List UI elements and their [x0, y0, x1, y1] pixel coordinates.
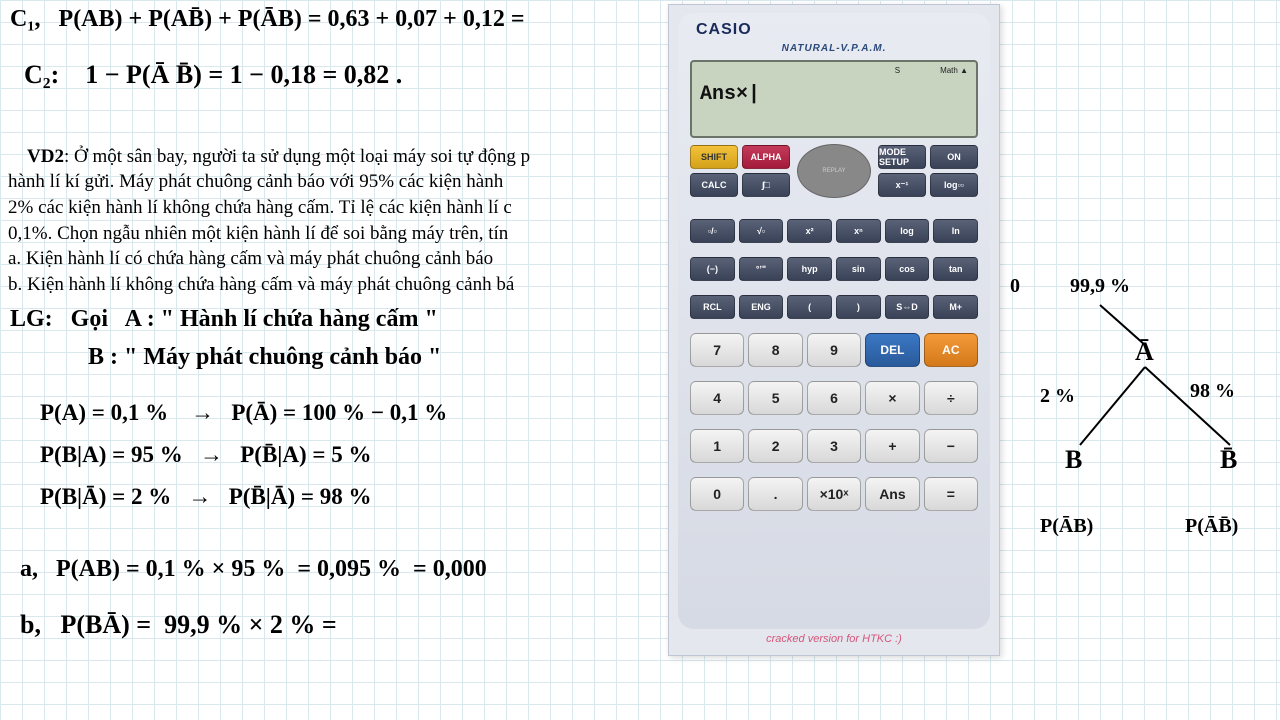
- lcd-status-row: S Math ▲: [700, 66, 968, 75]
- hw-lg-b: B : " Máy phát chuông cảnh báo ": [10, 344, 441, 371]
- num-7[interactable]: 7: [690, 333, 744, 367]
- num-2[interactable]: 2: [748, 429, 802, 463]
- tree-top-0: 0: [1010, 275, 1020, 298]
- problem-text: VD2: Ở một sân bay, người ta sử dụng một…: [8, 118, 668, 323]
- tree-p2: 2 %: [1040, 385, 1075, 408]
- del-button[interactable]: DEL: [865, 333, 919, 367]
- calc-brand: CASIO: [696, 21, 978, 39]
- lcd-status-s: S: [895, 66, 900, 75]
- calculator-window: CASIO NATURAL-V.P.A.M. S Math ▲ Ans×| SH…: [668, 4, 1000, 656]
- hyp-button[interactable]: hyp: [787, 257, 832, 281]
- mode-button[interactable]: MODE SETUP: [878, 145, 926, 169]
- dms-button[interactable]: °ʼʺ: [739, 257, 784, 281]
- num-6[interactable]: 6: [807, 381, 861, 415]
- num-5[interactable]: 5: [748, 381, 802, 415]
- num-8[interactable]: 8: [748, 333, 802, 367]
- cos-button[interactable]: cos: [885, 257, 930, 281]
- hw-pa: P(A) = 0,1 % → P(Ā) = 100 % − 0,1 %: [40, 400, 447, 426]
- lcd-status-math: Math ▲: [940, 66, 968, 75]
- calculator-body: CASIO NATURAL-V.P.A.M. S Math ▲ Ans×| SH…: [678, 13, 990, 629]
- div-button[interactable]: ÷: [924, 381, 978, 415]
- tan-button[interactable]: tan: [933, 257, 978, 281]
- alpha-button[interactable]: ALPHA: [742, 145, 790, 169]
- hw-lg-a: LG: Gọi A : " Hành lí chứa hàng cấm ": [10, 306, 438, 333]
- calc-natural: NATURAL-V.P.A.M.: [690, 43, 978, 54]
- hw-pba: P(B|A) = 95 % → P(B̄|A) = 5 %: [40, 442, 371, 468]
- hw-line-c2: C₂: 1 − P(Ā B̄) = 1 − 0,18 = 0,82 .: [24, 60, 402, 90]
- minus-button[interactable]: −: [924, 429, 978, 463]
- sd-button[interactable]: S⇔D: [885, 295, 930, 319]
- calc-button[interactable]: CALC: [690, 173, 738, 197]
- on-button[interactable]: ON: [930, 145, 978, 169]
- ln-button[interactable]: ln: [933, 219, 978, 243]
- mult-button[interactable]: ×: [865, 381, 919, 415]
- logab-button[interactable]: log▫▫: [930, 173, 978, 197]
- hw-line-c1: C₁, P(AB) + P(AB̄) + P(ĀB) = 0,63 + 0,07…: [10, 6, 525, 33]
- sin-button[interactable]: sin: [836, 257, 881, 281]
- x10x-button[interactable]: ×10ˣ: [807, 477, 861, 511]
- tree-p999: 99,9 %: [1070, 275, 1130, 298]
- eng-button[interactable]: ENG: [739, 295, 784, 319]
- calc-display: S Math ▲ Ans×|: [690, 60, 978, 138]
- tree-p98: 98 %: [1190, 380, 1235, 403]
- sqrt-button[interactable]: √▫: [739, 219, 784, 243]
- dpad[interactable]: [797, 144, 871, 198]
- rparen-button[interactable]: ): [836, 295, 881, 319]
- hw-pbab: P(B|Ā) = 2 % → P(B̄|Ā) = 98 %: [40, 484, 371, 510]
- hw-qb: b, P(BĀ) = 99,9 % × 2 % =: [20, 610, 337, 640]
- shift-button[interactable]: SHIFT: [690, 145, 738, 169]
- dot-button[interactable]: .: [748, 477, 802, 511]
- x2-button[interactable]: x²: [787, 219, 832, 243]
- hw-qa: a, P(AB) = 0,1 % × 95 % = 0,095 % = 0,00…: [20, 556, 487, 583]
- plus-button[interactable]: +: [865, 429, 919, 463]
- rcl-button[interactable]: RCL: [690, 295, 735, 319]
- tree-pabbar: P(ĀB̄): [1185, 515, 1238, 538]
- calc-top-row: SHIFT ALPHA CALC ∫□ MODE SETUP ON x: [690, 144, 978, 198]
- neg-button[interactable]: (−): [690, 257, 735, 281]
- tree-node-bbar: B̄: [1220, 445, 1237, 475]
- crack-label: cracked version for HTKC :): [766, 633, 902, 645]
- tree-node-b: B: [1065, 445, 1082, 475]
- frac-button[interactable]: ▫/▫: [690, 219, 735, 243]
- probability-tree: 0 99,9 % Ā 2 % 98 % B B̄ P(ĀB) P(ĀB̄): [1010, 275, 1270, 555]
- ans-button[interactable]: Ans: [865, 477, 919, 511]
- num-1[interactable]: 1: [690, 429, 744, 463]
- integral-button[interactable]: ∫□: [742, 173, 790, 197]
- lcd-main: Ans×|: [700, 83, 968, 106]
- log-button[interactable]: log: [885, 219, 930, 243]
- tree-pab: P(ĀB): [1040, 515, 1093, 538]
- vd2-body: : Ở một sân bay, người ta sử dụng một lo…: [8, 146, 530, 295]
- page-content: C₁, P(AB) + P(AB̄) + P(ĀB) = 0,63 + 0,07…: [0, 0, 1280, 720]
- calc-button-area: ▫/▫ √▫ x² xⁿ log ln (−) °ʼʺ hyp sin cos …: [690, 208, 978, 511]
- xinv-button[interactable]: x⁻¹: [878, 173, 926, 197]
- num-9[interactable]: 9: [807, 333, 861, 367]
- xn-button[interactable]: xⁿ: [836, 219, 881, 243]
- num-3[interactable]: 3: [807, 429, 861, 463]
- tree-node-abar: Ā: [1135, 337, 1154, 367]
- vd2-label: VD2: [27, 146, 64, 167]
- num-4[interactable]: 4: [690, 381, 744, 415]
- lparen-button[interactable]: (: [787, 295, 832, 319]
- num-0[interactable]: 0: [690, 477, 744, 511]
- mplus-button[interactable]: M+: [933, 295, 978, 319]
- eq-button[interactable]: =: [924, 477, 978, 511]
- ac-button[interactable]: AC: [924, 333, 978, 367]
